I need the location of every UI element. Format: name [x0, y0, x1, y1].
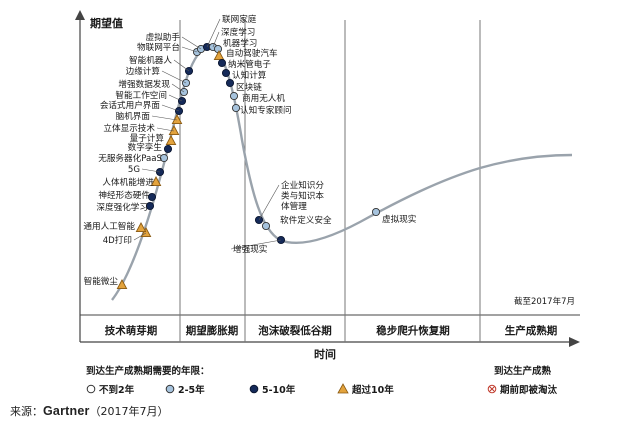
phase-peak-of-expectations: 期望膨胀期	[186, 324, 239, 337]
tech-26-marker	[229, 91, 239, 101]
tech-4-marker	[147, 192, 157, 202]
hype-cycle-diagram: 期望值 时间 截至2017年7月 技术萌芽期 期望膨胀期 泡沫破裂低谷期 稳步爬…	[75, 10, 580, 396]
tech-3-label: 深度强化学习	[96, 201, 148, 213]
tech-8-marker	[163, 144, 173, 154]
tech-28-label-line-3: 体管理	[281, 200, 307, 212]
legend-marker-5-10-years	[249, 384, 259, 394]
technology-labels: 智能微尘 4D打印 通用人工智能 深度强化学习神经形态硬件人体机能增进5G无服务器化P…	[83, 13, 416, 287]
hype-curve	[111, 45, 573, 301]
legend-label-under-2-years: 不到2年	[99, 384, 135, 396]
tech-11-label: 脑机界面	[116, 110, 151, 122]
tech-7-label: 无服务器化PaaS	[98, 152, 162, 164]
tech-12-label: 会话式用户界面	[100, 99, 161, 111]
tech-27-label: 认知专家顾问	[240, 104, 292, 116]
legend-label-5-10-years: 5-10年	[262, 384, 296, 396]
tech-21-marker	[213, 44, 223, 54]
tech-29-marker	[261, 221, 271, 231]
date-note: 截至2017年7月	[514, 296, 575, 307]
tech-24-label: 认知计算	[232, 69, 267, 81]
tech-18-label: 虚拟助手	[146, 31, 181, 43]
source-date: （2017年7月）	[89, 405, 169, 418]
tech-15-label: 边缘计算	[126, 65, 161, 77]
tech-28-leader-line	[258, 184, 280, 221]
source-brand: Gartner	[43, 404, 90, 418]
legend-marker-under-2-years	[86, 384, 96, 394]
tech-17-leader-line	[181, 46, 198, 53]
tech-15-leader-line	[161, 70, 187, 84]
tech-11-marker	[171, 114, 183, 125]
tech-28-label-line-2: 类与知识本	[281, 190, 324, 202]
tech-16-leader-line	[173, 59, 190, 72]
tech-5-marker	[150, 176, 162, 187]
legend-marker-over-10-years	[337, 383, 349, 394]
tech-25-label: 区块链	[236, 81, 262, 93]
tech-23-label: 纳米管电子	[228, 58, 271, 70]
tech-23-marker	[217, 58, 227, 68]
tech-27-marker	[231, 103, 241, 113]
tech-3-marker	[145, 201, 155, 211]
tech-1-leader-line	[133, 232, 147, 241]
legend-label-over-10-years: 超过10年	[351, 384, 394, 396]
tech-18-leader-line	[181, 36, 202, 50]
tech-31-marker	[371, 207, 381, 217]
tech-24-marker	[221, 68, 231, 78]
tech-25-marker	[225, 78, 235, 88]
tech-22-marker	[213, 50, 225, 61]
legend-label-obsolete: 期前即被淘汰	[500, 384, 558, 396]
tech-0-label: 智能微尘	[84, 275, 119, 287]
tech-13-label: 智能工作空间	[115, 89, 167, 101]
tech-28-label-line-1: 企业知识分	[281, 179, 324, 191]
tech-13-leader-line	[168, 94, 183, 102]
tech-12-leader-line	[161, 104, 180, 112]
tech-19-label: 联网家庭	[222, 13, 257, 25]
tech-21-label: 机器学习	[223, 37, 257, 49]
legend-obsolete-title: 到达生产成熟	[494, 365, 552, 377]
legend-marker-obsolete-cross	[489, 386, 495, 392]
tech-10-label: 立体显示技术	[103, 122, 155, 134]
source-credit: 来源：Gartner（2017年7月）	[10, 403, 169, 419]
phase-plateau-of-productivity: 生产成熟期	[505, 324, 558, 337]
tech-5-label: 人体机能增进	[102, 176, 154, 188]
tech-30-leader-line	[230, 239, 282, 250]
axes	[75, 10, 580, 347]
tech-2-label: 通用人工智能	[83, 220, 135, 232]
y-axis-title: 期望值	[90, 16, 123, 30]
legend-label-2-5-years: 2-5年	[178, 384, 205, 396]
tech-14-leader-line	[171, 83, 185, 93]
tech-8-label: 数字孪生	[128, 141, 163, 153]
tech-22-label: 自动驾驶汽车	[226, 47, 278, 59]
tech-20-label: 深度学习	[221, 26, 255, 38]
tech-6-label: 5G	[128, 165, 140, 175]
tech-6-leader-line	[141, 168, 161, 173]
tech-16-label: 智能机器人	[129, 54, 172, 66]
phase-trough-of-disillusionment: 泡沫破裂低谷期	[258, 324, 332, 337]
tech-1-label: 4D打印	[103, 234, 132, 246]
tech-31-label: 虚拟现实	[382, 213, 417, 225]
legend: 到达生产成熟期需要的年限： 不到2年 2-5年 5-10年 超过10年 到达生产…	[86, 365, 558, 396]
tech-0-marker	[116, 279, 128, 290]
tech-9-label: 量子计算	[130, 132, 165, 144]
technology-markers	[116, 42, 381, 290]
tech-20-leader-line	[212, 31, 220, 48]
tech-4-label: 神经形态硬件	[98, 189, 150, 201]
tech-29-label: 软件定义安全	[280, 214, 332, 226]
tech-7-marker	[159, 153, 169, 163]
x-axis-arrow	[569, 337, 580, 347]
tech-9-marker	[165, 135, 177, 146]
source-prefix: 来源：	[10, 405, 43, 418]
tech-30-label: 增强现实	[233, 243, 268, 255]
tech-10-leader-line	[156, 127, 175, 132]
y-axis-arrow	[75, 10, 85, 20]
phase-innovation-trigger: 技术萌芽期	[105, 324, 158, 337]
tech-26-label: 商用无人机	[242, 92, 285, 104]
legend-title: 到达生产成熟期需要的年限：	[86, 365, 210, 377]
tech-17-label: 物联网平台	[137, 41, 180, 53]
tech-2-marker	[135, 222, 147, 233]
tech-19-leader-line	[206, 18, 221, 48]
x-axis-title: 时间	[314, 347, 336, 361]
phase-slope-of-enlightenment: 稳步爬升恢复期	[376, 324, 450, 337]
tech-11-leader-line	[151, 115, 178, 121]
legend-marker-2-5-years	[165, 384, 175, 394]
tech-14-label: 增强数据发现	[118, 78, 170, 90]
